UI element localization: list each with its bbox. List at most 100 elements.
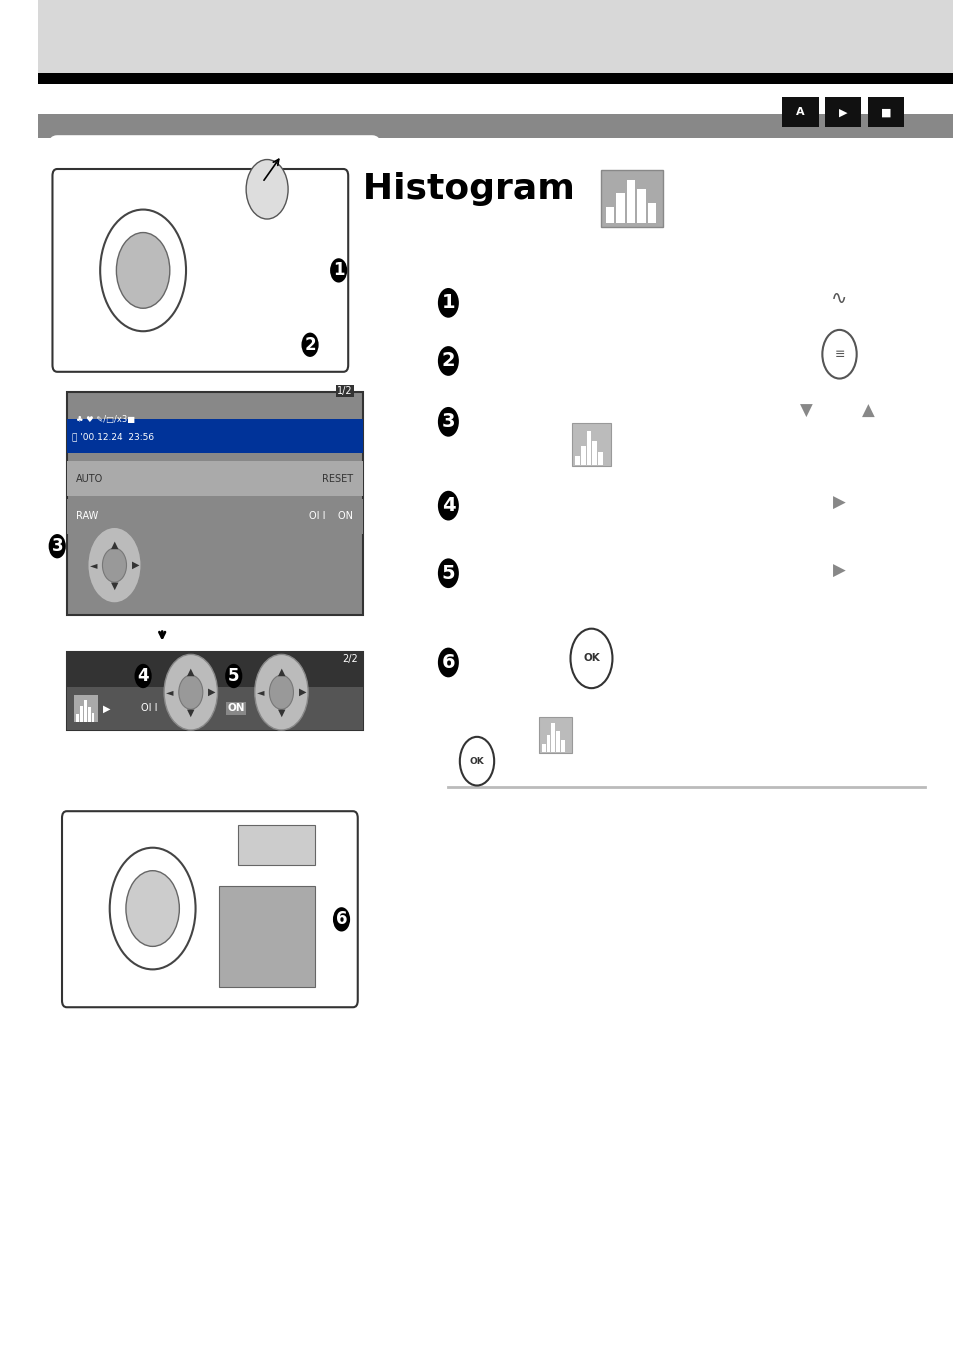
- Text: 3: 3: [51, 537, 63, 556]
- Text: RESET: RESET: [321, 473, 353, 484]
- Text: 5: 5: [441, 564, 455, 583]
- Bar: [586, 431, 591, 465]
- Circle shape: [88, 527, 141, 603]
- Bar: [824, 97, 861, 127]
- Bar: [80, 706, 83, 722]
- Text: 6: 6: [335, 910, 347, 929]
- Circle shape: [134, 664, 152, 688]
- Text: ⌚ '00.12.24  23:56: ⌚ '00.12.24 23:56: [71, 433, 153, 441]
- Bar: [551, 723, 555, 752]
- Text: ▼: ▼: [187, 708, 194, 718]
- Bar: [560, 740, 564, 752]
- FancyBboxPatch shape: [48, 135, 381, 392]
- Circle shape: [116, 233, 170, 308]
- Bar: [238, 825, 314, 865]
- Circle shape: [178, 675, 203, 710]
- Text: 2: 2: [441, 352, 455, 370]
- Bar: [67, 419, 362, 453]
- Text: ▼: ▼: [111, 581, 118, 591]
- Bar: [546, 735, 550, 752]
- Circle shape: [225, 664, 242, 688]
- Text: ▼: ▼: [277, 708, 285, 718]
- Circle shape: [164, 654, 217, 730]
- Text: ▼: ▼: [799, 402, 812, 420]
- Bar: [605, 207, 614, 223]
- Circle shape: [437, 407, 458, 437]
- Circle shape: [110, 848, 195, 969]
- Text: ◄: ◄: [166, 687, 173, 698]
- Circle shape: [437, 346, 458, 376]
- Text: ▶: ▶: [832, 493, 845, 512]
- Bar: [74, 695, 98, 722]
- Bar: [84, 700, 87, 722]
- Text: Displaying the Histogram: Displaying the Histogram: [57, 172, 575, 206]
- Text: ∿: ∿: [830, 289, 847, 308]
- Text: 1: 1: [333, 261, 344, 280]
- Bar: [626, 180, 635, 223]
- Bar: [219, 886, 314, 987]
- Circle shape: [437, 288, 458, 318]
- Bar: [616, 193, 624, 223]
- Circle shape: [254, 654, 308, 730]
- Text: ▶: ▶: [103, 703, 111, 714]
- Text: OI I: OI I: [141, 703, 157, 714]
- Text: ■: ■: [880, 107, 891, 118]
- Bar: [781, 97, 818, 127]
- Bar: [67, 392, 362, 615]
- Text: ▲: ▲: [187, 667, 194, 676]
- Text: OI I    ON: OI I ON: [309, 511, 353, 522]
- Text: ▶: ▶: [832, 561, 845, 580]
- Circle shape: [49, 534, 66, 558]
- Text: 1: 1: [441, 293, 455, 312]
- Bar: [541, 744, 545, 752]
- Bar: [38, 0, 953, 76]
- Text: 3: 3: [441, 412, 455, 431]
- Bar: [38, 73, 953, 84]
- Text: 2: 2: [304, 335, 315, 354]
- Text: ◄: ◄: [90, 560, 97, 571]
- Text: OK: OK: [469, 757, 484, 765]
- Circle shape: [102, 548, 127, 583]
- Text: ≡: ≡: [833, 347, 844, 361]
- Text: AUTO: AUTO: [76, 473, 104, 484]
- Bar: [91, 713, 94, 722]
- Text: 2/2: 2/2: [341, 654, 357, 664]
- Bar: [592, 441, 597, 465]
- Bar: [867, 97, 903, 127]
- Text: ▲: ▲: [861, 402, 874, 420]
- Bar: [38, 114, 953, 138]
- Bar: [67, 499, 362, 534]
- Bar: [637, 189, 645, 223]
- Text: 5: 5: [228, 667, 239, 685]
- FancyBboxPatch shape: [62, 811, 357, 1007]
- Bar: [538, 717, 572, 753]
- Bar: [600, 170, 662, 227]
- Circle shape: [126, 871, 179, 946]
- Text: ◄: ◄: [256, 687, 264, 698]
- Circle shape: [330, 258, 347, 283]
- Text: ▶: ▶: [198, 703, 206, 714]
- Bar: [76, 714, 79, 722]
- Text: ♣ ♥ ✎/□/x3■: ♣ ♥ ✎/□/x3■: [76, 415, 135, 423]
- Circle shape: [437, 558, 458, 588]
- Circle shape: [437, 648, 458, 677]
- Text: ▲: ▲: [277, 667, 285, 676]
- Circle shape: [246, 160, 288, 219]
- Bar: [575, 456, 579, 465]
- Text: ▶: ▶: [132, 560, 139, 571]
- Text: ▶: ▶: [839, 107, 846, 118]
- Text: 4: 4: [137, 667, 149, 685]
- Bar: [580, 446, 585, 465]
- Bar: [647, 203, 656, 223]
- Circle shape: [333, 907, 350, 932]
- Text: ▶: ▶: [298, 687, 306, 698]
- Text: 6: 6: [441, 653, 455, 672]
- FancyBboxPatch shape: [52, 169, 348, 372]
- Bar: [556, 731, 559, 752]
- Bar: [67, 652, 362, 730]
- Text: ▲: ▲: [111, 539, 118, 549]
- Bar: [67, 687, 362, 730]
- Bar: [598, 452, 602, 465]
- Text: ON: ON: [227, 703, 244, 714]
- Circle shape: [269, 675, 294, 710]
